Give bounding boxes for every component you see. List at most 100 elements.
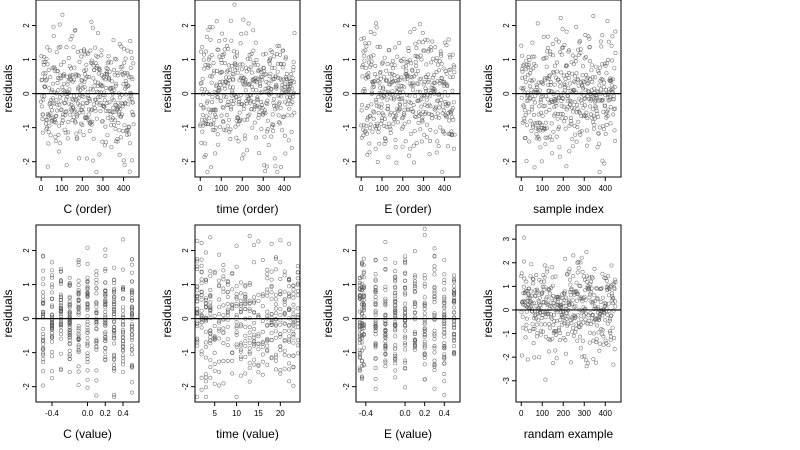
data-point [547,134,552,139]
data-point [559,103,564,108]
data-point [259,127,264,132]
data-point [573,132,578,137]
data-point [58,281,63,286]
data-point [237,97,242,102]
data-point [94,322,99,327]
data-point [295,351,300,356]
data-point [442,299,447,304]
data-point [595,115,600,120]
data-point [85,368,90,373]
data-point [540,312,545,317]
data-point [523,135,528,140]
data-point [565,331,570,336]
data-point [238,347,243,352]
data-point [602,104,607,109]
data-point [58,328,63,333]
data-point [208,287,213,292]
data-point [49,321,54,326]
data-point [41,282,46,287]
data-point [221,262,226,267]
data-point [598,299,603,304]
data-point [537,136,542,141]
data-point [85,314,90,319]
data-point [562,119,567,124]
data-point [540,113,545,118]
data-point [64,97,69,102]
data-point [203,344,208,349]
data-point [247,300,252,305]
data-point [359,340,364,345]
x-tick-label: 300 [96,184,110,193]
data-point [76,350,81,355]
data-point [103,350,108,355]
data-point [551,312,556,317]
data-point [535,91,540,96]
y-tick-label: 2 [181,23,190,28]
data-point [444,114,449,119]
data-point [81,94,86,99]
data-point [282,302,287,307]
data-point [269,134,274,139]
data-point [225,68,230,73]
data-point [392,111,397,116]
data-point [610,325,615,330]
data-point [393,310,398,315]
data-point [291,65,296,70]
data-point [529,306,534,311]
data-point [601,109,606,114]
data-point [442,258,447,263]
y-tick-label: 1 [502,57,511,62]
data-point [241,17,246,22]
data-point [221,120,226,125]
data-point [234,344,239,349]
data-point [67,315,72,320]
data-point [600,328,605,333]
x-tick-label: 100 [55,184,69,193]
data-point [217,326,222,331]
data-point [582,277,587,282]
data-point [412,249,417,254]
data-point [112,362,117,367]
data-point [85,100,90,105]
data-point [80,78,85,83]
data-point [426,78,431,83]
data-point [383,300,388,305]
data-point [393,269,398,274]
data-point [580,82,585,87]
data-point [129,312,134,317]
data-point [442,287,447,292]
data-point [584,143,589,148]
data-point [208,235,213,240]
data-point [412,289,417,294]
data-point [199,289,204,294]
data-point [126,102,131,107]
data-point [129,279,134,284]
data-point [442,334,447,339]
plot-frame [194,0,301,178]
data-point [112,123,117,128]
data-point [67,294,72,299]
data-point [234,135,239,140]
data-point [402,121,407,126]
data-point [592,266,597,271]
data-point [403,342,408,347]
data-point [357,294,362,299]
data-point [238,357,243,362]
data-point [547,291,552,296]
data-point [575,338,580,343]
data-point [415,69,420,74]
data-point [567,149,572,154]
data-point [574,71,579,76]
data-point [452,325,457,330]
data-point [383,321,388,326]
data-point [67,370,72,375]
data-point [610,34,615,39]
data-point [103,305,108,310]
data-point [568,81,573,86]
data-point [553,332,558,337]
data-point [591,114,596,119]
data-point [541,287,546,292]
data-point [289,129,294,134]
x-tick-label: 0 [519,409,524,418]
